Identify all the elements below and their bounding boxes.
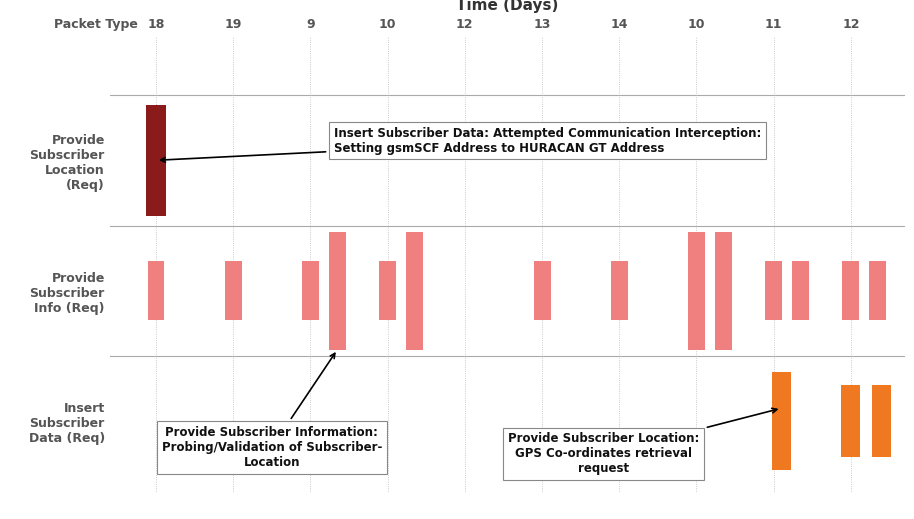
Bar [379, 262, 396, 320]
Bar [534, 262, 550, 320]
Bar [688, 232, 705, 349]
Bar [406, 232, 423, 349]
Bar [841, 386, 860, 457]
Title: Time (Days): Time (Days) [456, 0, 558, 13]
Text: Provide Subscriber Location:
GPS Co-ordinates retrieval
request: Provide Subscriber Location: GPS Co-ordi… [508, 408, 777, 475]
Bar [611, 262, 628, 320]
Bar [225, 262, 241, 320]
Bar [765, 262, 782, 320]
Bar [792, 262, 809, 320]
Bar [329, 232, 345, 349]
Bar [302, 262, 319, 320]
Bar [869, 262, 887, 320]
Bar [872, 386, 891, 457]
Bar [771, 372, 791, 470]
Bar [147, 262, 165, 320]
Text: Packet Type: Packet Type [54, 18, 138, 31]
Bar [843, 262, 859, 320]
Text: Insert Subscriber Data: Attempted Communication Interception:
Setting gsmSCF Add: Insert Subscriber Data: Attempted Commun… [161, 127, 761, 162]
Text: Provide Subscriber Information:
Probing/Validation of Subscriber-
Location: Provide Subscriber Information: Probing/… [162, 353, 382, 469]
Bar [146, 105, 165, 216]
Bar [715, 232, 732, 349]
